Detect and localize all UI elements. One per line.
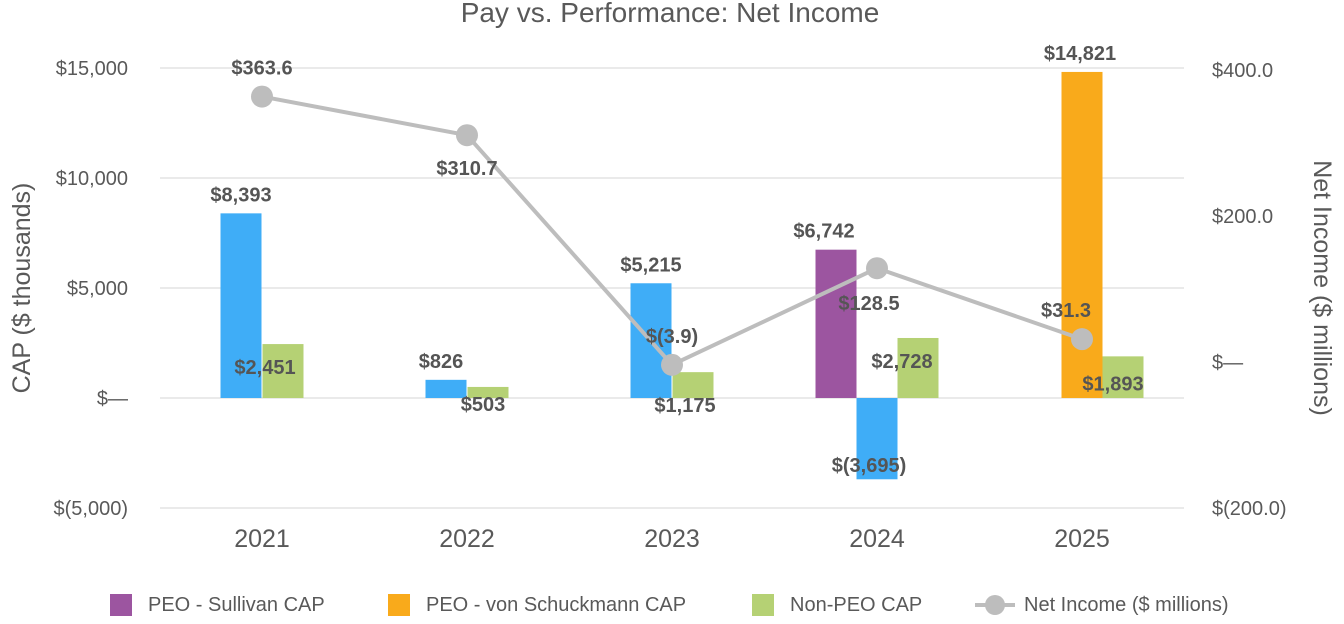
legend-item-sullivan: PEO - Sullivan CAP xyxy=(110,594,325,616)
legend-swatch xyxy=(110,594,132,616)
y2-tick-label: $(200.0) xyxy=(1212,498,1287,520)
legend-label: PEO - von Schuckmann CAP xyxy=(426,594,686,616)
line-data-label: $310.7 xyxy=(436,158,497,180)
y-axis-title: CAP ($ thousands) xyxy=(8,183,36,394)
bar-data-label: $14,821 xyxy=(1044,43,1116,65)
net-income-point xyxy=(866,257,888,280)
x-tick-label: 2024 xyxy=(849,525,905,553)
legend-swatch xyxy=(388,594,410,616)
bar-non-peo xyxy=(897,337,939,398)
bar-data-label: $(3,695) xyxy=(832,455,907,477)
bar-data-label: $826 xyxy=(419,351,464,373)
legend-swatch xyxy=(752,594,774,616)
bar-data-label: $503 xyxy=(461,394,506,416)
bar-data-label: $2,728 xyxy=(871,351,932,373)
bar-non-peo xyxy=(467,386,509,398)
y2-tick-label: $400.0 xyxy=(1212,60,1273,82)
net-income-point xyxy=(661,353,683,376)
y-tick-label: $(5,000) xyxy=(54,498,129,520)
legend-item-non-peo: Non-PEO CAP xyxy=(752,594,922,616)
legend-item-net-income: Net Income ($ millions) xyxy=(975,594,1229,616)
line-data-label: $128.5 xyxy=(838,293,899,315)
chart-title: Pay vs. Performance: Net Income xyxy=(461,0,880,28)
line-data-label: $(3.9) xyxy=(646,326,698,348)
legend-item-von-schuckmann: PEO - von Schuckmann CAP xyxy=(388,594,686,616)
y-tick-label: $10,000 xyxy=(56,168,128,190)
bar-data-label: $6,742 xyxy=(793,221,854,243)
bar-non-peo xyxy=(672,372,714,398)
bar-data-label: $2,451 xyxy=(234,357,295,379)
legend-label: Non-PEO CAP xyxy=(790,594,922,616)
legend-marker xyxy=(985,595,1005,615)
x-tick-label: 2021 xyxy=(234,525,290,553)
bar-non-peo xyxy=(262,344,304,398)
legend-label: PEO - Sullivan CAP xyxy=(148,594,325,616)
y2-tick-label: $— xyxy=(1212,352,1243,374)
legend-label: Net Income ($ millions) xyxy=(1024,594,1229,616)
y2-axis-title: Net Income ($ millions) xyxy=(1308,160,1336,416)
bar-sullivan xyxy=(815,249,857,398)
bar-data-label: $8,393 xyxy=(210,184,271,206)
bar-peo-cap xyxy=(425,379,467,398)
x-tick-label: 2025 xyxy=(1054,525,1110,553)
bar-data-label: $1,175 xyxy=(654,395,715,417)
line-data-label: $31.3 xyxy=(1041,300,1091,322)
net-income-point xyxy=(456,124,478,147)
x-tick-label: 2022 xyxy=(439,525,495,553)
y-tick-label: $5,000 xyxy=(67,278,128,300)
x-tick-label: 2023 xyxy=(644,525,700,553)
y-tick-label: $15,000 xyxy=(56,58,128,80)
bar-peo-cap xyxy=(856,398,898,480)
net-income-point xyxy=(1071,328,1093,351)
bar-data-label: $1,893 xyxy=(1082,373,1143,395)
y-tick-label: $— xyxy=(97,388,128,410)
line-data-label: $363.6 xyxy=(231,58,292,80)
bar-peo-cap xyxy=(220,213,262,398)
y2-tick-label: $200.0 xyxy=(1212,206,1273,228)
bar-non-peo xyxy=(1102,356,1144,398)
net-income-point xyxy=(251,85,273,108)
bar-data-label: $5,215 xyxy=(620,254,681,276)
net-income-line xyxy=(261,94,1083,368)
